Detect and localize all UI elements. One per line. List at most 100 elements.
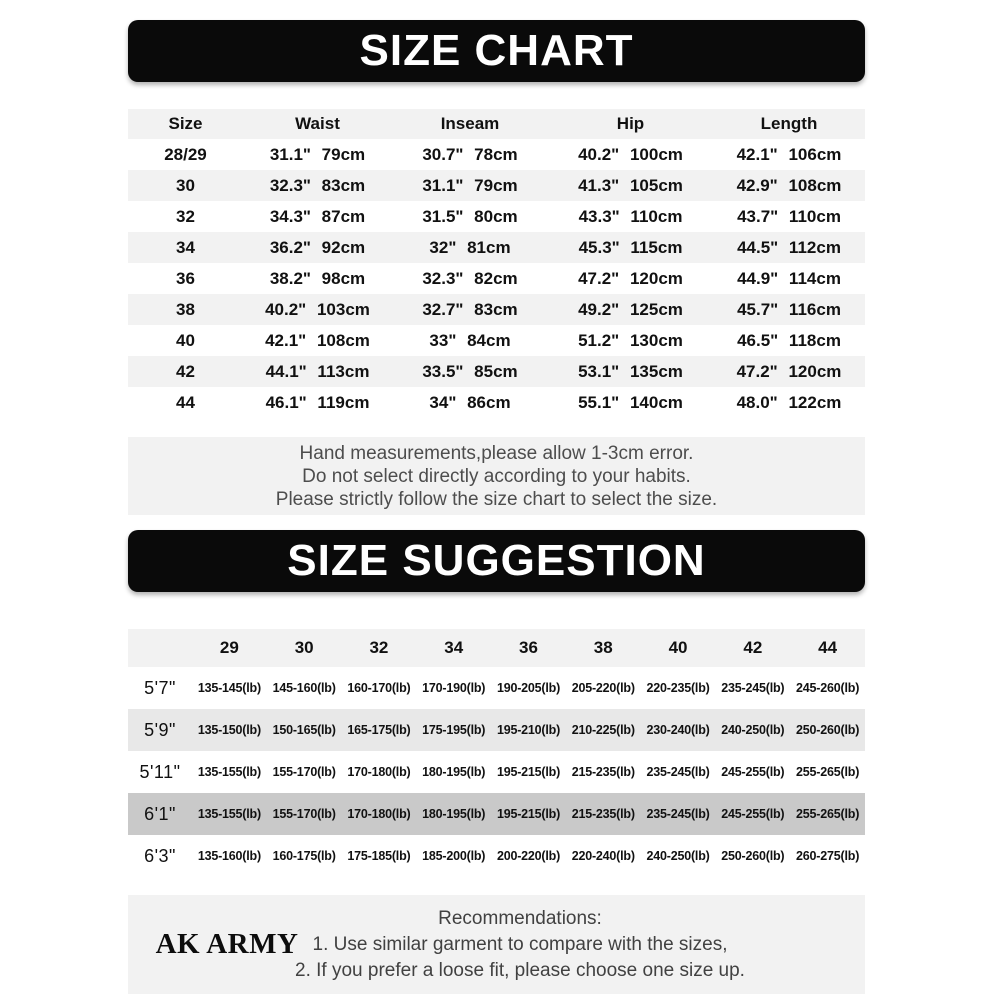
weight-cell: 245-255(lb) xyxy=(721,807,785,821)
column-header: Inseam xyxy=(440,114,500,133)
height-row: 6'1" 135-155(lb) 155-170(lb) 170-180(lb) 180… xyxy=(128,793,865,835)
weight-cell: 245-260(lb) xyxy=(796,681,860,695)
measure-cell: 48.0" 122cm xyxy=(736,392,842,412)
weight-cell: 150-165(lb) xyxy=(272,723,336,737)
weight-cell: 205-220(lb) xyxy=(571,681,635,695)
measure-cell: 32" 81cm xyxy=(429,237,511,257)
size-row: 40 42.1" 108cm 33" 84cm 51.2" 130cm 46.5" 11… xyxy=(128,325,865,356)
size-cell: 34 xyxy=(176,237,195,257)
measure-cell: 43.3" 110cm xyxy=(578,206,683,226)
measure-cell: 51.2" 130cm xyxy=(578,330,683,350)
measure-cell: 47.2" 120cm xyxy=(578,268,683,288)
measure-cell: 30.7" 78cm xyxy=(422,144,518,164)
weight-cell: 210-225(lb) xyxy=(571,723,635,737)
size-chart-table: Size Waist Inseam Hip Length 28/29 31.1" 79cm… xyxy=(128,109,865,418)
size-chart-header-row: Size Waist Inseam Hip Length xyxy=(128,109,865,139)
weight-cell: 255-265(lb) xyxy=(796,807,860,821)
weight-cell: 170-180(lb) xyxy=(347,765,411,779)
brand-logo: AK ARMY xyxy=(155,928,299,960)
weight-cell: 135-155(lb) xyxy=(197,807,261,821)
size-row: 30 32.3" 83cm 31.1" 79cm 41.3" 105cm 42.9" 1… xyxy=(128,170,865,201)
measure-cell: 42.1" 108cm xyxy=(265,330,370,350)
weight-cell: 195-215(lb) xyxy=(496,765,561,779)
height-row: 6'3" 135-160(lb) 160-175(lb) 175-185(lb) 185… xyxy=(128,835,865,877)
size-row: 32 34.3" 87cm 31.5" 80cm 43.3" 110cm 43.7" 1… xyxy=(128,201,865,232)
size-row: 34 36.2" 92cm 32" 81cm 45.3" 115cm 44.5" 112… xyxy=(128,232,865,263)
footer: AK ARMY Recommendations: 1. Use similar … xyxy=(128,895,865,994)
measure-cell: 38.2" 98cm xyxy=(269,268,366,288)
weight-cell: 175-195(lb) xyxy=(422,723,486,737)
measure-cell: 41.3" 105cm xyxy=(578,175,683,195)
height-cell: 6'3" xyxy=(144,845,176,866)
size-suggestion-body: 5'7" 135-145(lb) 145-160(lb) 160-170(lb) 170… xyxy=(128,667,865,877)
weight-cell: 220-235(lb) xyxy=(646,681,710,695)
column-header: Size xyxy=(168,114,203,133)
weight-cell: 200-220(lb) xyxy=(496,849,561,863)
measure-cell: 33" 84cm xyxy=(429,330,511,350)
size-row: 36 38.2" 98cm 32.3" 82cm 47.2" 120cm 44.9" 1… xyxy=(128,263,865,294)
measure-cell: 47.2" 120cm xyxy=(736,361,842,381)
size-column-header: 44 xyxy=(818,638,838,657)
weight-cell: 135-155(lb) xyxy=(197,765,261,779)
size-cell: 40 xyxy=(176,330,195,350)
size-chart-banner: SIZE CHART xyxy=(128,20,865,82)
weight-cell: 135-160(lb) xyxy=(197,849,261,863)
weight-cell: 240-250(lb) xyxy=(646,849,710,863)
weight-cell: 180-195(lb) xyxy=(422,765,486,779)
size-row: 28/29 31.1" 79cm 30.7" 78cm 40.2" 100cm 42.1… xyxy=(128,139,865,170)
size-column-header: 40 xyxy=(668,638,688,657)
measure-cell: 44.9" 114cm xyxy=(737,268,841,288)
size-row: 42 44.1" 113cm 33.5" 85cm 53.1" 135cm 47.2" … xyxy=(128,356,865,387)
measure-cell: 55.1" 140cm xyxy=(578,392,683,412)
measure-cell: 42.9" 108cm xyxy=(736,175,842,195)
size-cell: 28/29 xyxy=(164,144,207,164)
weight-cell: 245-255(lb) xyxy=(721,765,785,779)
note-line: Do not select directly according to your… xyxy=(302,465,691,487)
weight-cell: 160-170(lb) xyxy=(347,681,411,695)
measure-cell: 32.7" 83cm xyxy=(422,299,518,319)
measure-cell: 31.1" 79cm xyxy=(422,175,518,195)
weight-cell: 230-240(lb) xyxy=(646,723,710,737)
size-column-header: 36 xyxy=(519,638,538,657)
measure-cell: 36.2" 92cm xyxy=(269,237,366,257)
measure-cell: 44.1" 113cm xyxy=(265,361,370,381)
size-column-header: 38 xyxy=(593,638,613,657)
size-suggestion-table: 29 30 32 34 36 38 40 42 44 5'7" 135-145(lb) 145-16… xyxy=(128,629,865,877)
height-cell: 5'7" xyxy=(144,677,176,698)
size-row: 44 46.1" 119cm 34" 86cm 55.1" 140cm 48.0" 12… xyxy=(128,387,865,418)
height-cell: 5'11" xyxy=(139,761,181,782)
weight-cell: 235-245(lb) xyxy=(646,765,710,779)
size-column-header: 32 xyxy=(369,638,389,657)
measure-cell: 33.5" 85cm xyxy=(422,361,518,381)
size-column-header: 30 xyxy=(294,638,314,657)
recommendation-line: 2. If you prefer a loose fit, please cho… xyxy=(295,959,745,981)
weight-cell: 165-175(lb) xyxy=(347,723,411,737)
measure-cell: 49.2" 125cm xyxy=(578,299,683,319)
size-column-header: 29 xyxy=(219,638,239,657)
measure-cell: 34.3" 87cm xyxy=(269,206,366,226)
weight-cell: 260-275(lb) xyxy=(796,849,860,863)
weight-cell: 170-190(lb) xyxy=(422,681,486,695)
size-chart-title: SIZE CHART xyxy=(359,26,634,75)
measure-cell: 31.1" 79cm xyxy=(269,144,366,164)
column-header: Hip xyxy=(616,114,645,133)
weight-cell: 235-245(lb) xyxy=(646,807,710,821)
size-cell: 44 xyxy=(176,392,195,412)
measure-cell: 46.5" 118cm xyxy=(737,330,841,350)
measure-cell: 45.3" 115cm xyxy=(578,237,683,257)
weight-cell: 195-215(lb) xyxy=(496,807,561,821)
size-column-header: 34 xyxy=(444,638,464,657)
measure-cell: 45.7" 116cm xyxy=(737,299,841,319)
weight-cell: 220-240(lb) xyxy=(571,849,635,863)
measure-cell: 53.1" 135cm xyxy=(578,361,683,381)
measure-cell: 46.1" 119cm xyxy=(265,392,370,412)
weight-cell: 170-180(lb) xyxy=(347,807,411,821)
measure-cell: 40.2" 100cm xyxy=(578,144,683,164)
weight-cell: 135-150(lb) xyxy=(197,723,261,737)
measure-cell: 42.1" 106cm xyxy=(736,144,842,164)
weight-cell: 235-245(lb) xyxy=(721,681,785,695)
measurement-note: Hand measurements,please allow 1-3cm err… xyxy=(128,437,865,515)
size-cell: 32 xyxy=(176,206,195,226)
height-row: 5'7" 135-145(lb) 145-160(lb) 160-170(lb) 170… xyxy=(128,667,865,709)
height-row: 5'11" 135-155(lb) 155-170(lb) 170-180(lb) 18… xyxy=(128,751,865,793)
